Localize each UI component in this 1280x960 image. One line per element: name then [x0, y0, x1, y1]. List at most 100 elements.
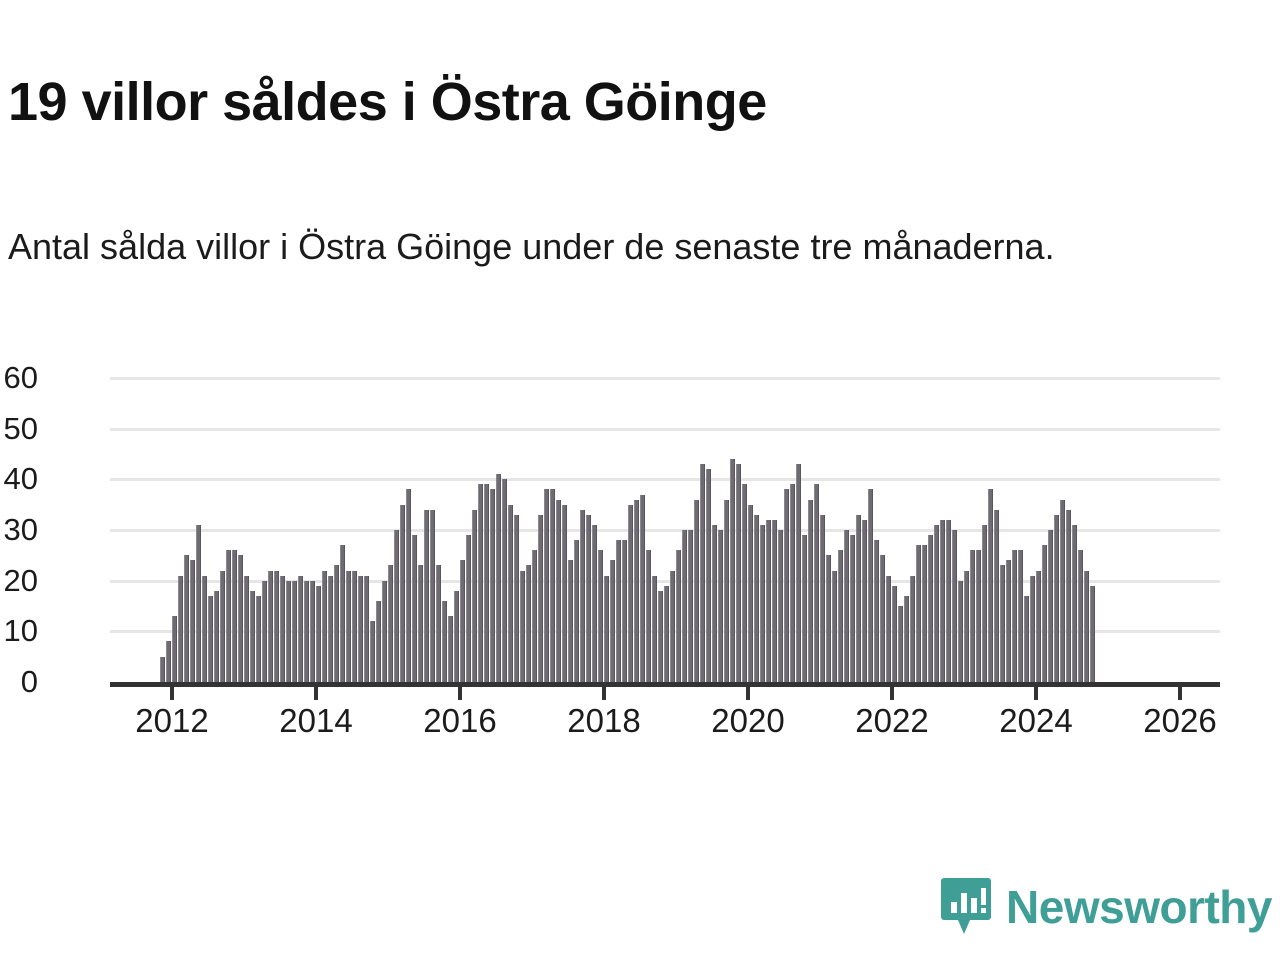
x-axis-tick-label: 2024	[999, 702, 1073, 739]
bar	[1030, 575, 1035, 682]
bar	[640, 494, 645, 682]
x-axis-tick-label: 2014	[279, 702, 353, 739]
bar	[868, 489, 873, 682]
bar	[610, 560, 615, 682]
bar	[982, 524, 987, 682]
y-axis-tick-label: 50	[3, 410, 38, 446]
bar	[670, 570, 675, 682]
bar	[328, 575, 333, 682]
newsworthy-logo: Newsworthy	[940, 876, 1272, 938]
bar	[478, 484, 483, 682]
bar	[718, 530, 723, 682]
bar	[676, 550, 681, 682]
x-axis-tick-mark	[890, 682, 894, 700]
bar	[424, 509, 429, 682]
bar	[418, 565, 423, 682]
gridline	[110, 377, 1220, 380]
bar	[784, 489, 789, 682]
bar	[346, 570, 351, 682]
bar	[166, 641, 171, 682]
bar	[796, 464, 801, 682]
bar	[1084, 570, 1089, 682]
bar	[862, 519, 867, 682]
bar	[232, 550, 237, 682]
bar	[460, 560, 465, 682]
bar	[700, 464, 705, 682]
bar	[622, 540, 627, 682]
bar	[706, 469, 711, 682]
bar	[790, 484, 795, 682]
bar	[946, 519, 951, 682]
bar	[994, 509, 999, 682]
bar	[280, 575, 285, 682]
bar	[646, 550, 651, 682]
bar	[316, 585, 321, 682]
bar	[1072, 524, 1077, 682]
bar	[214, 590, 219, 682]
bar	[730, 459, 735, 682]
bar	[430, 509, 435, 682]
bar	[574, 540, 579, 682]
gridline	[110, 579, 1220, 583]
bar	[196, 524, 201, 682]
bar	[334, 565, 339, 682]
bar	[922, 545, 927, 682]
bar	[160, 656, 165, 682]
bar-chart-speech-bubble-icon	[940, 876, 992, 938]
bar	[262, 580, 267, 682]
bar	[238, 555, 243, 682]
bar	[1048, 530, 1053, 682]
bar	[820, 514, 825, 682]
bar	[190, 560, 195, 682]
bar	[1036, 570, 1041, 682]
bar	[562, 504, 567, 682]
bar	[1060, 499, 1065, 682]
bar	[268, 570, 273, 682]
bar	[682, 530, 687, 682]
bar	[904, 595, 909, 682]
bar	[556, 499, 561, 682]
bar	[808, 499, 813, 682]
x-axis-tick-label: 2022	[855, 702, 929, 739]
logo-text: Newsworthy	[1006, 881, 1272, 933]
bar	[244, 575, 249, 682]
bar	[1018, 550, 1023, 682]
bar	[838, 550, 843, 682]
bar	[1078, 550, 1083, 682]
bar	[940, 519, 945, 682]
bar	[892, 585, 897, 682]
plot-area: 0 10 20 30 40 50 60	[4, 362, 1220, 697]
bar	[652, 575, 657, 682]
bar	[298, 575, 303, 682]
bar	[400, 504, 405, 682]
bar	[472, 509, 477, 682]
bar	[952, 530, 957, 682]
bar	[802, 535, 807, 682]
bar	[928, 535, 933, 682]
bar	[778, 530, 783, 682]
bar	[1012, 550, 1017, 682]
bar-series	[110, 378, 1220, 682]
bar	[436, 565, 441, 682]
bar	[658, 590, 663, 682]
bar	[664, 585, 669, 682]
bar	[406, 489, 411, 682]
gridline	[110, 529, 1220, 532]
bar	[370, 621, 375, 682]
x-axis-tick-mark	[170, 682, 174, 700]
bar	[916, 545, 921, 682]
bar	[850, 535, 855, 682]
bar	[694, 499, 699, 682]
bar	[520, 570, 525, 682]
bar	[292, 580, 297, 682]
bar	[754, 514, 759, 682]
bar	[976, 550, 981, 682]
bar	[310, 580, 315, 682]
bar	[742, 484, 747, 682]
bar	[1024, 595, 1029, 682]
bar	[226, 550, 231, 682]
bar	[178, 575, 183, 682]
y-axis-tick-label: 20	[3, 562, 38, 598]
x-axis-tick-mark	[602, 682, 606, 700]
bar	[688, 530, 693, 682]
